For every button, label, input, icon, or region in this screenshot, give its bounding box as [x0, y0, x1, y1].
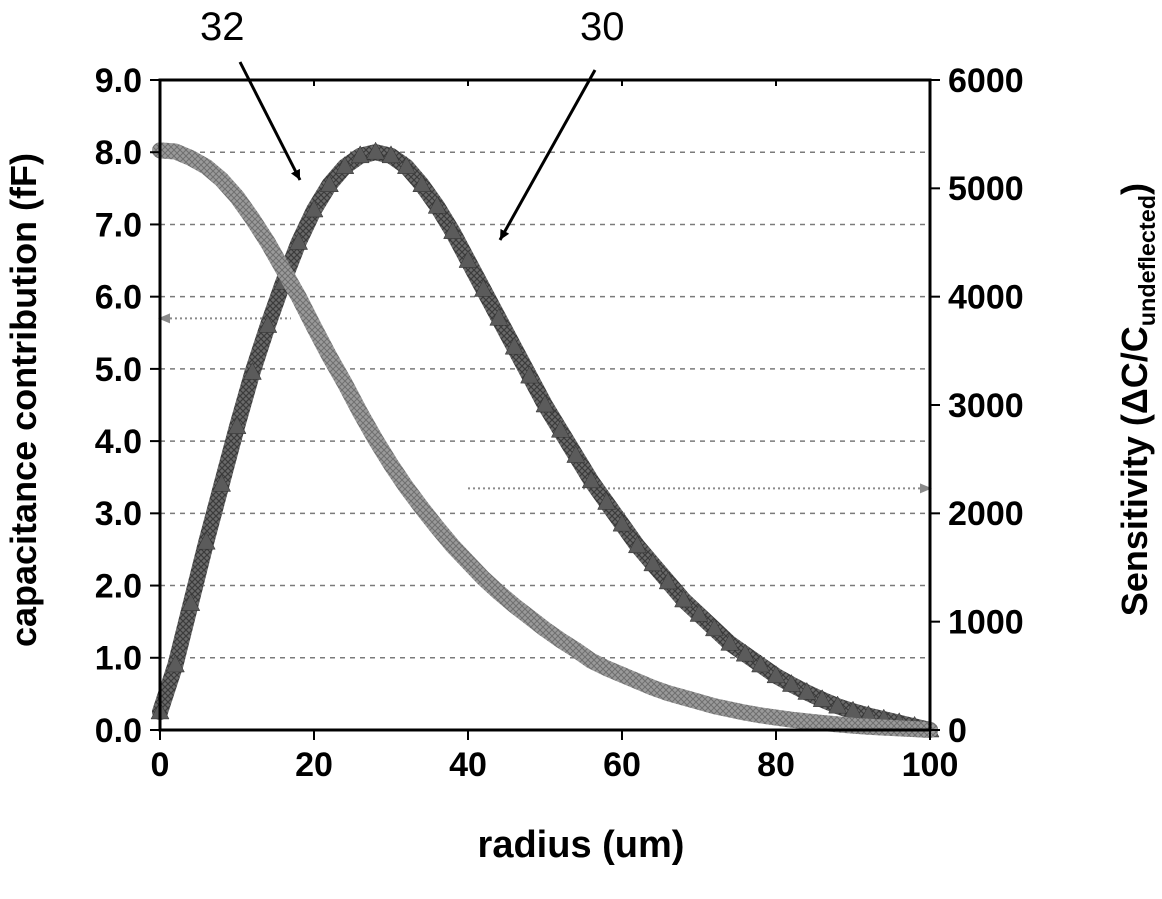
svg-text:6000: 6000 [948, 62, 1024, 100]
svg-text:6.0: 6.0 [95, 279, 142, 317]
y-axis-left-label: capacitance contribution (fF) [3, 153, 45, 647]
svg-text:20: 20 [295, 746, 333, 784]
svg-text:3.0: 3.0 [95, 495, 142, 533]
svg-text:40: 40 [449, 746, 487, 784]
svg-text:8.0: 8.0 [95, 134, 142, 172]
svg-text:5000: 5000 [948, 170, 1024, 208]
svg-text:60: 60 [603, 746, 641, 784]
y-axis-left-label-container: capacitance contribution (fF) [4, 60, 44, 740]
svg-text:100: 100 [902, 746, 959, 784]
svg-text:2000: 2000 [948, 495, 1024, 533]
svg-text:9.0: 9.0 [95, 62, 142, 100]
svg-text:0: 0 [948, 712, 967, 750]
x-axis-label: radius (um) [0, 824, 1162, 867]
svg-text:1.0: 1.0 [95, 640, 142, 678]
svg-text:3000: 3000 [948, 387, 1024, 425]
svg-text:7.0: 7.0 [95, 206, 142, 244]
chart-svg: 0 20 40 60 80 100 0.0 1.0 2.0 3.0 4.0 5.0 6.0 7.0 8.0 9… [0, 0, 1162, 899]
y-axis-right-label: Sensitivity (ΔC/Cundeflected) [1114, 183, 1161, 616]
svg-text:2.0: 2.0 [95, 567, 142, 605]
svg-text:4000: 4000 [948, 279, 1024, 317]
svg-text:32: 32 [200, 5, 245, 49]
svg-text:0: 0 [151, 746, 170, 784]
svg-text:30: 30 [580, 5, 625, 49]
y-axis-right-label-container: Sensitivity (ΔC/Cundeflected) [1118, 60, 1158, 740]
svg-text:1000: 1000 [948, 604, 1024, 642]
svg-text:4.0: 4.0 [95, 423, 142, 461]
chart-container: 0 20 40 60 80 100 0.0 1.0 2.0 3.0 4.0 5.0 6.0 7.0 8.0 9… [0, 0, 1162, 899]
svg-text:80: 80 [757, 746, 795, 784]
svg-text:5.0: 5.0 [95, 351, 142, 389]
svg-text:0.0: 0.0 [95, 712, 142, 750]
